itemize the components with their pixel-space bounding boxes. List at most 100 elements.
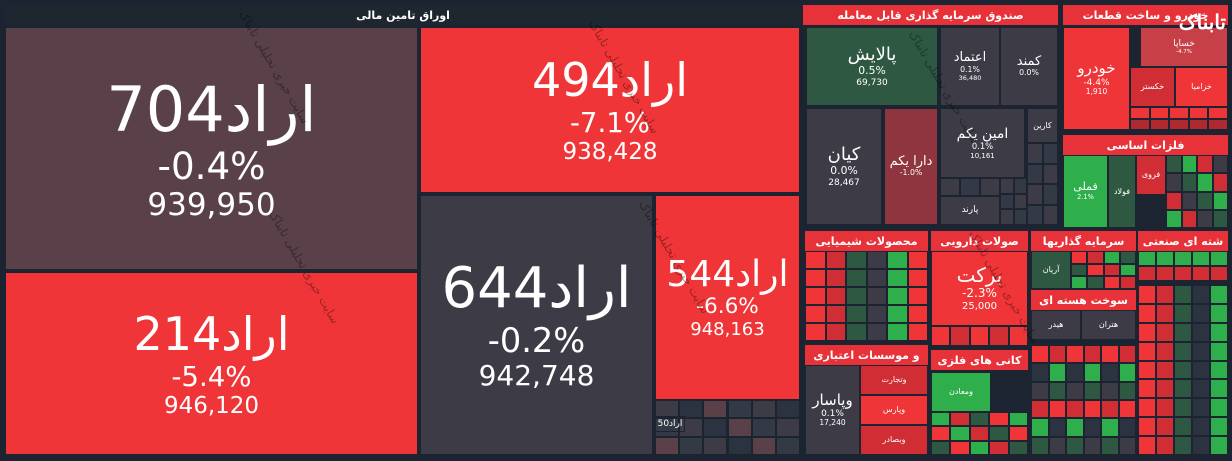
tile-volume: 1,910 <box>1085 86 1108 96</box>
small-tile <box>751 400 776 419</box>
small-tile <box>1083 400 1101 419</box>
small-tile <box>1042 163 1058 184</box>
small-tile <box>1156 436 1174 455</box>
tile: اراد50 <box>655 416 685 432</box>
small-tile <box>846 287 867 305</box>
small-tile <box>1027 204 1043 225</box>
small-tile <box>1048 363 1066 382</box>
small-tile <box>1208 118 1228 130</box>
tile-name: هتران <box>1098 320 1119 330</box>
small-tile <box>1212 209 1228 228</box>
tile: هیدر <box>1031 310 1081 340</box>
small-tile <box>1083 345 1101 364</box>
logo: تابناک <box>1178 10 1226 34</box>
small-tile <box>1166 155 1182 174</box>
small-tile <box>1013 178 1027 194</box>
tile: آریان <box>1031 251 1071 289</box>
tile-change: -7.1% <box>569 106 651 140</box>
small-tile <box>1210 285 1228 304</box>
tile-name: برکت <box>956 263 1003 288</box>
tile-name: پالایش <box>847 43 897 65</box>
small-tile <box>655 436 680 455</box>
small-tile <box>1031 381 1049 400</box>
sector-title: سوخت هسته ای <box>1031 290 1136 310</box>
tile-change: 0.1% <box>821 409 844 420</box>
small-tile <box>1149 107 1170 119</box>
small-tile <box>703 436 728 455</box>
tile: هتران <box>1081 310 1136 340</box>
tile-name: هیدر <box>1048 320 1064 330</box>
small-tile <box>1174 341 1192 361</box>
tile-change: 0.0% <box>1019 68 1039 78</box>
small-tile <box>1156 360 1174 380</box>
small-tile <box>1169 107 1189 119</box>
small-tile <box>655 400 680 419</box>
small-tile <box>866 269 887 287</box>
small-tile <box>1071 263 1088 277</box>
tile: برکت -2.3% 25,000 <box>931 251 1028 326</box>
small-tile <box>1174 251 1192 266</box>
small-tile <box>1118 381 1136 400</box>
small-tile <box>969 412 990 427</box>
sector-title: اوراق تامین مالی <box>5 5 801 25</box>
small-tile <box>989 412 1009 427</box>
small-tile <box>1197 173 1213 192</box>
small-tile <box>1031 418 1049 437</box>
small-tile <box>1048 345 1066 364</box>
small-tile <box>1174 379 1192 399</box>
tile-volume: 25,000 <box>962 301 997 313</box>
tile-name: اراد494 <box>531 53 689 108</box>
small-tile <box>1118 345 1136 364</box>
small-tile <box>1048 418 1066 437</box>
tile-name: ومعادن <box>949 387 973 397</box>
tile-change: 0.5% <box>858 64 886 78</box>
small-tile <box>1101 436 1119 455</box>
sector-title: فلزات اساسی <box>1063 135 1228 155</box>
small-tile <box>805 269 826 287</box>
tile-volume: 939,950 <box>147 186 276 223</box>
small-tile <box>887 269 908 287</box>
small-tile <box>950 440 970 455</box>
small-tile <box>751 436 776 455</box>
small-tile <box>846 269 867 287</box>
small-tile <box>1138 251 1156 266</box>
small-tile <box>1048 436 1066 455</box>
small-tile <box>887 287 908 305</box>
tile-change: 2.1% <box>1077 193 1094 202</box>
tile-name: اراد544 <box>666 254 789 296</box>
tile: کارین <box>1027 108 1058 143</box>
small-tile <box>1156 285 1174 304</box>
small-tile <box>1101 418 1119 437</box>
small-tile <box>703 400 728 419</box>
small-tile <box>1066 436 1084 455</box>
small-tile <box>1166 209 1182 228</box>
small-tile <box>1027 143 1043 164</box>
tile: فروی <box>1136 155 1166 195</box>
tile-name: وپارس <box>882 405 906 415</box>
small-tile <box>1192 266 1210 281</box>
small-tile <box>1119 276 1136 289</box>
small-tile <box>1166 173 1182 192</box>
small-tile <box>1166 191 1182 210</box>
small-tile <box>1066 345 1084 364</box>
small-tile <box>1031 345 1049 364</box>
small-tile <box>825 323 846 341</box>
small-tile <box>1210 436 1228 455</box>
sector-title: محصولات شیمیایی <box>805 231 928 251</box>
small-tile <box>1210 360 1228 380</box>
small-tile <box>1083 381 1101 400</box>
tile-name: کیان <box>827 143 861 165</box>
small-tile <box>940 178 960 196</box>
small-tile <box>1169 118 1189 130</box>
small-tile <box>1156 322 1174 342</box>
tile-name: وتجارت <box>881 375 907 385</box>
tile-name: اعتماد <box>953 49 987 65</box>
tile-name: اراد704 <box>106 72 317 146</box>
small-tile <box>969 440 990 455</box>
tile-name: اراد644 <box>441 256 632 322</box>
small-tile <box>950 426 970 441</box>
small-tile <box>1130 107 1150 119</box>
small-tile <box>1212 191 1228 210</box>
tile: فملی 2.1% <box>1063 155 1108 228</box>
small-tile <box>1101 381 1119 400</box>
